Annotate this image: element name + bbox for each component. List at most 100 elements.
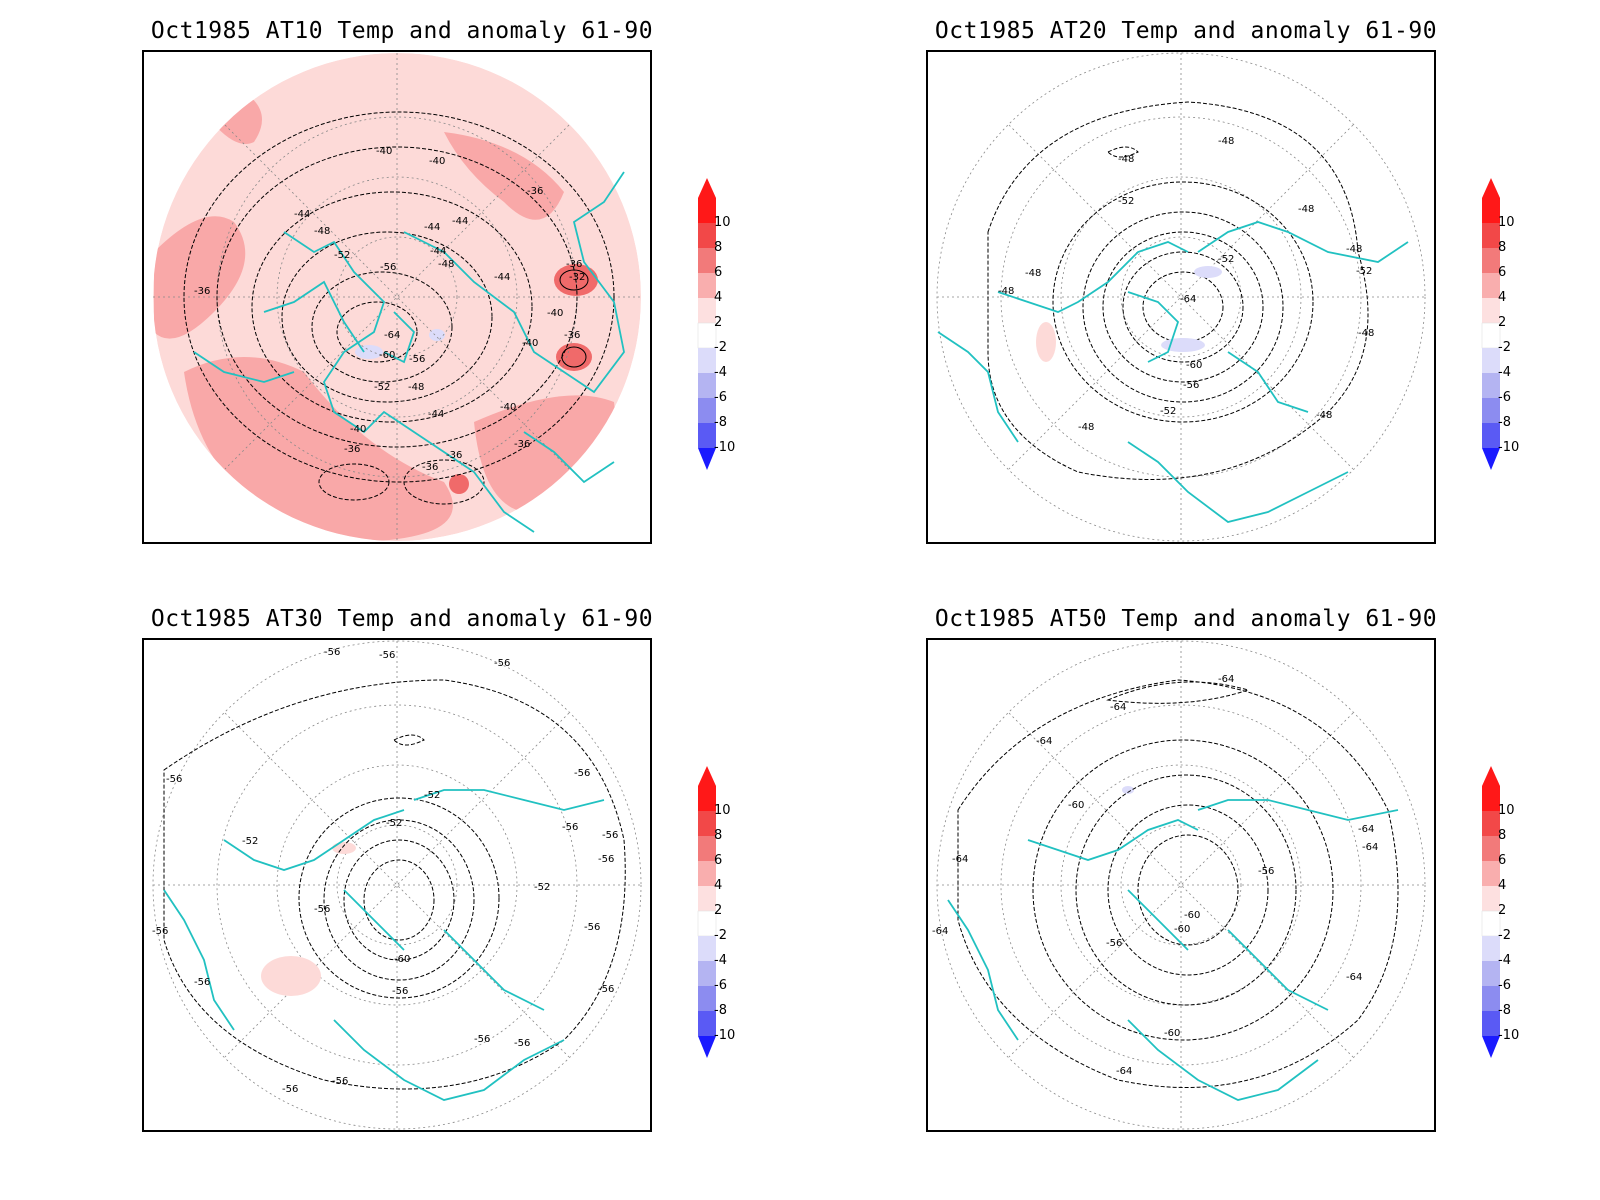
contour-label: -56 — [1106, 938, 1122, 949]
temperature-contours — [987, 101, 1369, 480]
polar-map: -64 -64 -64 -60 -64 -64 -64 -56 -60 -60 … — [926, 638, 1436, 1132]
colorbar-label: -2 — [1498, 928, 1511, 943]
colorbar-label: 10 — [714, 803, 731, 818]
contour-label: -64 — [1346, 972, 1362, 983]
contour-label: -56 — [1183, 380, 1199, 391]
contour-label: -36 — [422, 462, 438, 473]
contour-label: -36 — [446, 450, 462, 461]
colorbar-label: -4 — [1498, 365, 1511, 380]
contour-label: -64 — [952, 854, 968, 865]
contour-label: -44 — [452, 216, 468, 227]
contour-label: -56 — [409, 354, 425, 365]
polar-map: -56 -56 -56 -56 -52 -52 -56 -56 -52 -56 … — [142, 638, 652, 1132]
contour-label: -56 — [380, 262, 396, 273]
colorbar-label: -10 — [1498, 440, 1520, 455]
contour-label: -52 — [374, 382, 390, 393]
colorbar-label: 2 — [1498, 315, 1507, 330]
contour-label: -48 — [998, 286, 1014, 297]
contour-label: -36 — [194, 286, 210, 297]
colorbar-label: -2 — [714, 928, 727, 943]
coastlines — [193, 171, 625, 533]
panel-title: Oct1985 AT50 Temp and anomaly 61-90 — [934, 606, 1438, 632]
colorbar-arrow-up — [698, 178, 716, 198]
colorbar-label: -8 — [714, 415, 727, 430]
anomaly-fill-cold — [429, 329, 445, 341]
contour-label: -64 — [1218, 674, 1234, 685]
colorbar-label: 10 — [714, 215, 731, 230]
colorbar-svg — [1481, 766, 1501, 1058]
contour-label: -52 — [334, 250, 350, 261]
contour-label: -64 — [384, 330, 400, 341]
contour-label: -64 — [932, 926, 948, 937]
colorbar-label: -4 — [714, 365, 727, 380]
colorbar-label: 4 — [714, 290, 723, 305]
polar-map: -48 -48 -52 -48 -48 -52 -48 -64 -48 -52 … — [926, 50, 1436, 544]
contour-label: -56 — [166, 774, 182, 785]
contour-label: -56 — [474, 1034, 490, 1045]
contour-label: -40 — [429, 156, 445, 167]
contour-label: -60 — [379, 350, 395, 361]
contour-label: -52 — [424, 790, 440, 801]
contour-label: -60 — [1186, 360, 1202, 371]
contour-label: -40 — [376, 146, 392, 157]
colorbar-label: 6 — [714, 265, 723, 280]
contour-label: -56 — [514, 1038, 530, 1049]
contour-label: -64 — [1110, 702, 1126, 713]
contour-label: -36 — [344, 444, 360, 455]
contour-label: -56 — [392, 986, 408, 997]
contour-label: -48 — [314, 226, 330, 237]
colorbar-label: 2 — [1498, 903, 1507, 918]
map-svg: -64 -64 -64 -60 -64 -64 -64 -56 -60 -60 … — [932, 640, 1426, 1130]
contour-label: -44 — [294, 209, 310, 220]
anomaly-colorbar: 10 8 6 4 2 -2 -4 -6 -8 -10 — [692, 177, 752, 478]
contour-labels: -40 -40 -36 -44 -44 -48 -44 -52 -44 -56 … — [194, 146, 585, 473]
contour-label: -36 — [527, 186, 543, 197]
map-svg: -48 -48 -52 -48 -48 -52 -48 -64 -48 -52 … — [936, 52, 1426, 542]
contour-label: -40 — [350, 424, 366, 435]
contour-label: -56 — [1258, 866, 1274, 877]
colorbar-arrow-down — [698, 1036, 716, 1058]
colorbar-label: 8 — [1498, 240, 1507, 255]
contour-label: -60 — [1068, 800, 1084, 811]
contour-label: -48 — [1025, 268, 1041, 279]
contour-label: -40 — [500, 402, 516, 413]
contour-label: -60 — [1174, 924, 1190, 935]
contour-label: -52 — [534, 882, 550, 893]
colorbar-label: -6 — [714, 978, 727, 993]
contour-label: -56 — [314, 904, 330, 915]
contour-label: -52 — [242, 836, 258, 847]
contour-label: -44 — [494, 272, 510, 283]
colorbar-label: 4 — [714, 878, 723, 893]
contour-label: -60 — [1164, 1028, 1180, 1039]
panel-title: Oct1985 AT20 Temp and anomaly 61-90 — [934, 18, 1438, 44]
contour-label: -52 — [1218, 254, 1234, 265]
contour-label: -48 — [1118, 154, 1134, 165]
colorbar-label: 8 — [714, 828, 723, 843]
contour-label: -52 — [1160, 406, 1176, 417]
anomaly-fill-warm — [261, 956, 321, 996]
contour-label: -56 — [332, 1076, 348, 1087]
coastlines — [937, 221, 1409, 523]
anomaly-colorbar: 10 8 6 4 2 -2 -4 -6 -8 -10 — [692, 766, 752, 1066]
contour-label: -48 — [1218, 136, 1234, 147]
map-svg: -40 -40 -36 -44 -44 -48 -44 -52 -44 -56 … — [153, 53, 641, 541]
contour-label: -44 — [430, 246, 446, 257]
colorbar-label: 10 — [1498, 803, 1515, 818]
contour-label: -56 — [598, 984, 614, 995]
anomaly-fill-warm — [332, 842, 356, 854]
contour-label: -56 — [584, 922, 600, 933]
coastlines — [163, 789, 605, 1101]
contour-label: -36 — [566, 259, 582, 270]
colorbar-arrow-down — [698, 448, 716, 470]
contour-label: -56 — [598, 854, 614, 865]
colorbar-label: 6 — [1498, 265, 1507, 280]
contour-label: -44 — [428, 409, 444, 420]
contour-label: -64 — [1358, 824, 1374, 835]
colorbar-label: 4 — [1498, 878, 1507, 893]
map-panel-at50: Oct1985 AT50 Temp and anomaly 61-90 — [916, 606, 1600, 1166]
map-panel-at10: Oct1985 AT10 Temp and anomaly 61-90 — [132, 18, 892, 578]
contour-label: -36 — [564, 330, 580, 341]
colorbar-label: -10 — [714, 1028, 736, 1043]
contour-label: -48 — [1078, 422, 1094, 433]
contour-label: -40 — [547, 308, 563, 319]
